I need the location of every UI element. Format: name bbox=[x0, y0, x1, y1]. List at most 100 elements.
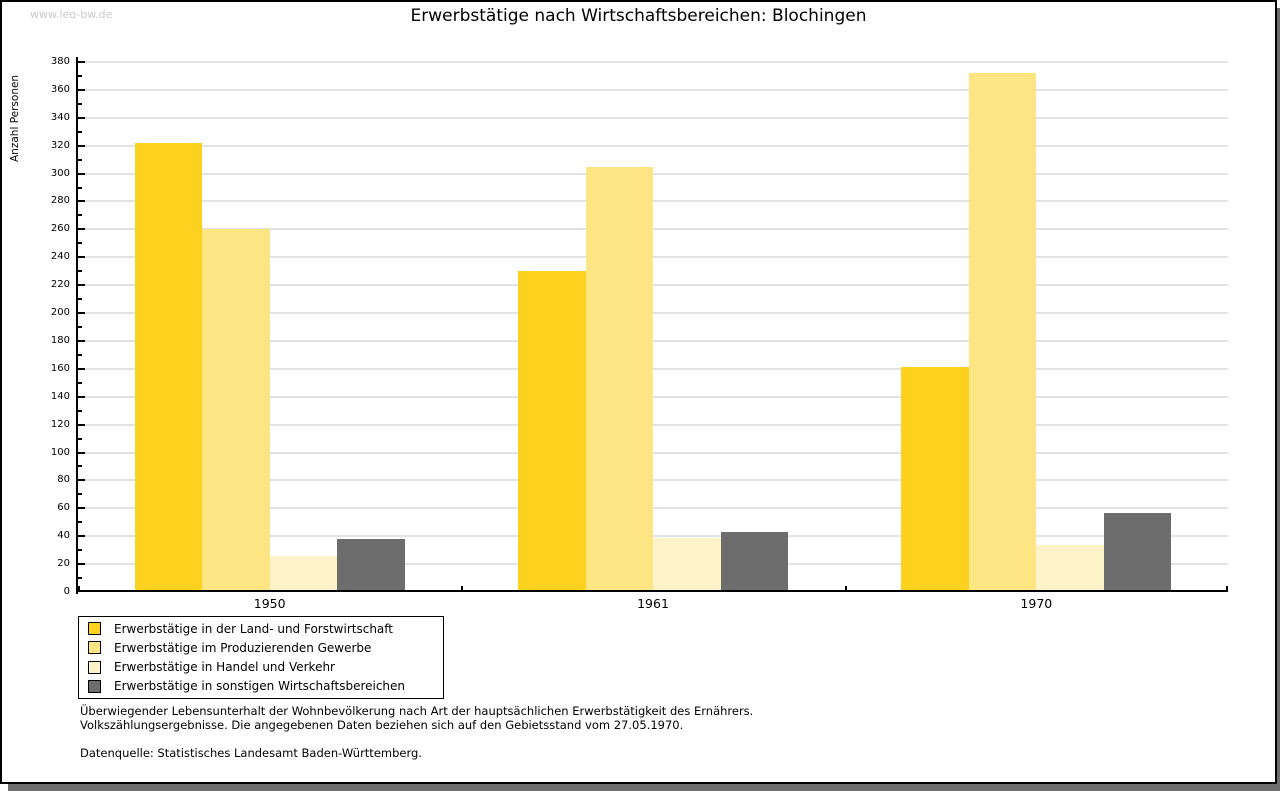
y-tick-minor bbox=[78, 437, 82, 440]
y-tick-major bbox=[78, 312, 85, 315]
legend-item: Erwerbstätige in Handel und Verkehr bbox=[79, 658, 443, 677]
x-axis-line bbox=[76, 590, 1228, 592]
y-tick-major bbox=[78, 172, 85, 175]
plot-area: 0 20 40 60 80 100 120 140 160 180 200 220 240 260 280 3… bbox=[51, 56, 1228, 611]
y-tick-major bbox=[78, 61, 85, 63]
y-tick-major bbox=[78, 339, 85, 342]
bar-1950-series-0 bbox=[134, 142, 203, 592]
gridline bbox=[78, 256, 1228, 259]
y-tick-minor bbox=[78, 353, 82, 356]
watermark-leo-bw: www.leo-bw.de bbox=[30, 8, 113, 21]
bar-1970-series-0 bbox=[901, 367, 969, 592]
y-tick-label: 220 bbox=[50, 279, 70, 291]
gridline bbox=[78, 395, 1228, 398]
x-tick bbox=[1226, 586, 1228, 592]
y-tick-label: 140 bbox=[50, 390, 70, 402]
legend-label: Erwerbstätige im Produzierenden Gewerbe bbox=[114, 640, 372, 655]
gridline bbox=[78, 88, 1228, 91]
y-tick-label: 80 bbox=[57, 474, 70, 486]
bar-1970-series-2 bbox=[1036, 544, 1104, 592]
x-axis-label: 1970 bbox=[1020, 596, 1053, 611]
y-tick-major bbox=[78, 423, 85, 426]
y-tick-major bbox=[78, 507, 85, 510]
gridline bbox=[78, 312, 1228, 315]
gridline bbox=[78, 116, 1228, 119]
y-tick-label: 20 bbox=[57, 558, 70, 570]
y-tick-major bbox=[78, 256, 85, 259]
y-tick-minor bbox=[78, 270, 82, 273]
gridline bbox=[78, 200, 1228, 203]
y-tick-minor bbox=[78, 130, 82, 133]
y-tick-label: 120 bbox=[50, 418, 70, 430]
bar-1950-series-1 bbox=[202, 229, 270, 592]
x-tick bbox=[78, 586, 80, 592]
legend-item: Erwerbstätige in der Land- und Forstwirt… bbox=[79, 619, 443, 638]
x-axis-label: 1950 bbox=[253, 596, 286, 611]
y-axis-line bbox=[76, 57, 78, 594]
y-tick-major bbox=[78, 116, 85, 119]
legend-swatch-produzierendes-gewerbe bbox=[88, 641, 101, 655]
y-tick-minor bbox=[78, 549, 82, 552]
legend-item: Erwerbstätige in sonstigen Wirtschaftsbe… bbox=[79, 677, 443, 696]
gridline bbox=[78, 423, 1228, 426]
legend-swatch-handel-verkehr bbox=[88, 660, 101, 674]
gridline bbox=[78, 228, 1228, 231]
legend-item: Erwerbstätige im Produzierenden Gewerbe bbox=[79, 638, 443, 657]
footnote-line-2: Volkszählungsergebnisse. Die angegebenen… bbox=[80, 718, 684, 732]
y-tick-minor bbox=[78, 186, 82, 189]
y-tick-minor bbox=[78, 326, 82, 328]
x-axis-label: 1961 bbox=[637, 596, 669, 611]
y-tick-minor bbox=[78, 74, 82, 77]
gridline bbox=[78, 144, 1228, 147]
y-tick-label: 340 bbox=[50, 111, 70, 123]
legend-swatch-sonstige-wirtschaftsbereiche bbox=[88, 679, 101, 693]
y-tick-minor bbox=[78, 242, 82, 245]
legend-swatch-land-forstwirtschaft bbox=[88, 622, 101, 636]
y-tick-major bbox=[78, 535, 85, 538]
y-tick-minor bbox=[78, 493, 82, 496]
y-tick-label: 360 bbox=[50, 83, 70, 95]
legend-label: Erwerbstätige in sonstigen Wirtschaftsbe… bbox=[114, 679, 406, 694]
gridline bbox=[78, 284, 1228, 287]
y-tick-label: 260 bbox=[50, 223, 70, 235]
gridline bbox=[78, 172, 1228, 175]
y-tick-major bbox=[78, 563, 85, 566]
chart-title: Erwerbstätige nach Wirtschaftsbereichen:… bbox=[410, 6, 867, 26]
gridline bbox=[78, 367, 1228, 370]
bar-1970-series-1 bbox=[968, 73, 1037, 592]
y-tick-minor bbox=[78, 214, 82, 217]
y-tick-label: 320 bbox=[50, 139, 70, 151]
y-tick-major bbox=[78, 367, 85, 370]
gridline bbox=[78, 339, 1228, 342]
y-tick-minor bbox=[78, 521, 82, 524]
y-tick-label: 240 bbox=[50, 251, 70, 263]
x-tick bbox=[845, 586, 847, 592]
bar-1970-series-3 bbox=[1103, 512, 1172, 592]
y-tick-major bbox=[78, 451, 85, 454]
y-tick-label: 380 bbox=[50, 56, 70, 67]
y-tick-major bbox=[78, 395, 85, 398]
bar-1961-series-3 bbox=[720, 532, 788, 592]
y-tick-label: 280 bbox=[50, 195, 70, 207]
gridline bbox=[78, 507, 1228, 510]
y-tick-label: 180 bbox=[50, 334, 70, 346]
data-source: Datenquelle: Statistisches Landesamt Bad… bbox=[80, 746, 422, 760]
y-tick-label: 60 bbox=[57, 502, 70, 514]
y-tick-minor bbox=[78, 158, 82, 161]
y-tick-minor bbox=[78, 298, 82, 301]
bar-1961-series-0 bbox=[518, 271, 586, 592]
x-tick bbox=[461, 586, 463, 592]
y-tick-minor bbox=[78, 102, 82, 105]
gridline bbox=[78, 61, 1228, 63]
legend-label: Erwerbstätige in der Land- und Forstwirt… bbox=[114, 621, 393, 636]
bar-1950-series-3 bbox=[337, 539, 405, 592]
y-tick-label: 0 bbox=[63, 586, 70, 597]
y-tick-label: 160 bbox=[50, 362, 70, 374]
legend: Erwerbstätige in der Land- und Forstwirt… bbox=[78, 616, 444, 699]
y-tick-minor bbox=[78, 465, 82, 468]
y-tick-label: 200 bbox=[50, 307, 70, 319]
y-tick-label: 100 bbox=[50, 446, 70, 458]
y-tick-minor bbox=[78, 381, 82, 384]
y-tick-major bbox=[78, 479, 85, 482]
